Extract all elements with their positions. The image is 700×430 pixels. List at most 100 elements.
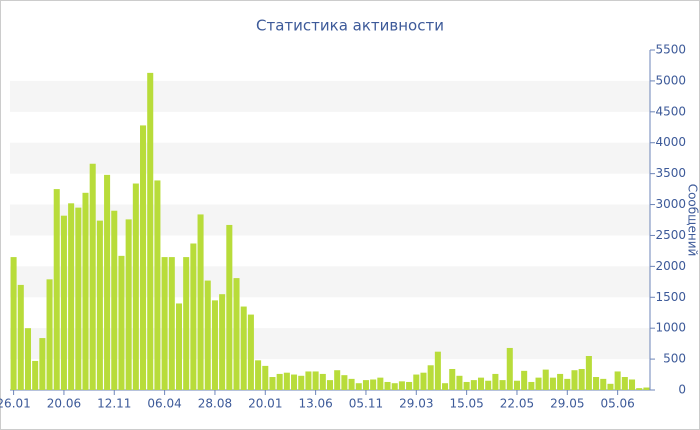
bar	[211, 300, 218, 390]
bar	[542, 369, 549, 390]
x-tick-label: 12.11	[97, 397, 131, 411]
bar	[226, 224, 233, 390]
bar	[247, 314, 254, 390]
bar	[60, 215, 67, 390]
bar	[233, 278, 240, 390]
bar	[341, 375, 348, 390]
bar	[621, 377, 628, 390]
bar	[513, 380, 520, 390]
bar	[197, 214, 204, 390]
bar	[600, 378, 607, 390]
bar	[262, 365, 269, 390]
bar	[68, 203, 75, 390]
bar	[75, 207, 82, 390]
y-tick-label: 5500	[655, 43, 686, 57]
bar	[427, 365, 434, 390]
bar	[593, 377, 600, 390]
bar	[521, 370, 528, 390]
y-tick-label: 2500	[655, 228, 686, 242]
bar	[17, 284, 24, 390]
bar	[571, 370, 578, 390]
bar	[485, 380, 492, 390]
y-tick-label: 4000	[655, 135, 686, 149]
bar	[111, 210, 118, 390]
x-tick-label: 22.05	[500, 397, 534, 411]
bar	[140, 125, 147, 390]
bar	[614, 371, 621, 390]
bar	[535, 377, 542, 390]
bar	[32, 360, 39, 390]
y-tick-label: 5000	[655, 73, 686, 87]
bar	[125, 219, 132, 390]
bar	[362, 380, 369, 390]
bar	[82, 192, 89, 390]
bar	[384, 381, 391, 390]
bar	[355, 383, 362, 390]
bar	[528, 381, 535, 390]
bar	[10, 257, 17, 390]
bar	[499, 380, 506, 390]
bar	[46, 279, 53, 390]
bar	[334, 370, 341, 390]
bar	[585, 356, 592, 390]
bar	[442, 383, 449, 390]
y-tick-label: 1000	[655, 321, 686, 335]
x-tick-label: 13.06	[298, 397, 332, 411]
bar	[53, 189, 60, 390]
bar	[557, 373, 564, 390]
bar	[298, 375, 305, 390]
bar	[456, 375, 463, 390]
x-tick-label: 29.05	[550, 397, 584, 411]
bar	[96, 220, 103, 390]
bar	[24, 328, 31, 390]
bar	[449, 368, 456, 390]
bar	[326, 380, 334, 390]
bar	[420, 372, 427, 390]
y-tick-label: 1500	[655, 290, 686, 304]
bar	[312, 371, 319, 390]
x-tick-label: 28.08	[198, 397, 232, 411]
bar	[506, 347, 513, 390]
bar	[204, 280, 211, 390]
y-tick-label: 4500	[655, 104, 686, 118]
y-tick-label: 0	[678, 383, 686, 397]
y-tick-label: 2000	[655, 259, 686, 273]
bar	[183, 257, 190, 390]
y-axis-label: Сообщений	[686, 184, 700, 257]
bar	[175, 303, 183, 390]
bar	[319, 373, 326, 390]
bar	[104, 174, 111, 390]
bar	[629, 379, 636, 390]
bar	[470, 380, 477, 390]
bar	[219, 294, 226, 390]
x-tick-label: 06.04	[147, 397, 181, 411]
bar	[492, 373, 499, 390]
bar	[643, 387, 650, 390]
bar	[477, 377, 485, 390]
bar	[370, 379, 377, 390]
y-tick-label: 3500	[655, 166, 686, 180]
bar	[89, 163, 96, 390]
bar	[578, 368, 585, 390]
bar	[607, 383, 614, 390]
bar	[291, 374, 298, 390]
y-tick-label: 3000	[655, 197, 686, 211]
bar	[39, 338, 46, 390]
x-tick-label: 05.11	[349, 397, 383, 411]
bar	[391, 383, 398, 390]
bar	[255, 360, 262, 390]
bar	[398, 381, 405, 390]
bar	[276, 373, 283, 390]
x-tick-label: 20.01	[248, 397, 282, 411]
x-tick-label: 29.03	[399, 397, 433, 411]
bar	[132, 183, 139, 390]
bar	[269, 377, 276, 390]
y-tick-label: 500	[663, 352, 686, 366]
bar	[147, 72, 154, 390]
bar	[283, 372, 290, 390]
bar	[190, 243, 197, 390]
bar	[154, 180, 161, 390]
grid-band	[10, 80, 650, 112]
bar	[348, 378, 355, 390]
